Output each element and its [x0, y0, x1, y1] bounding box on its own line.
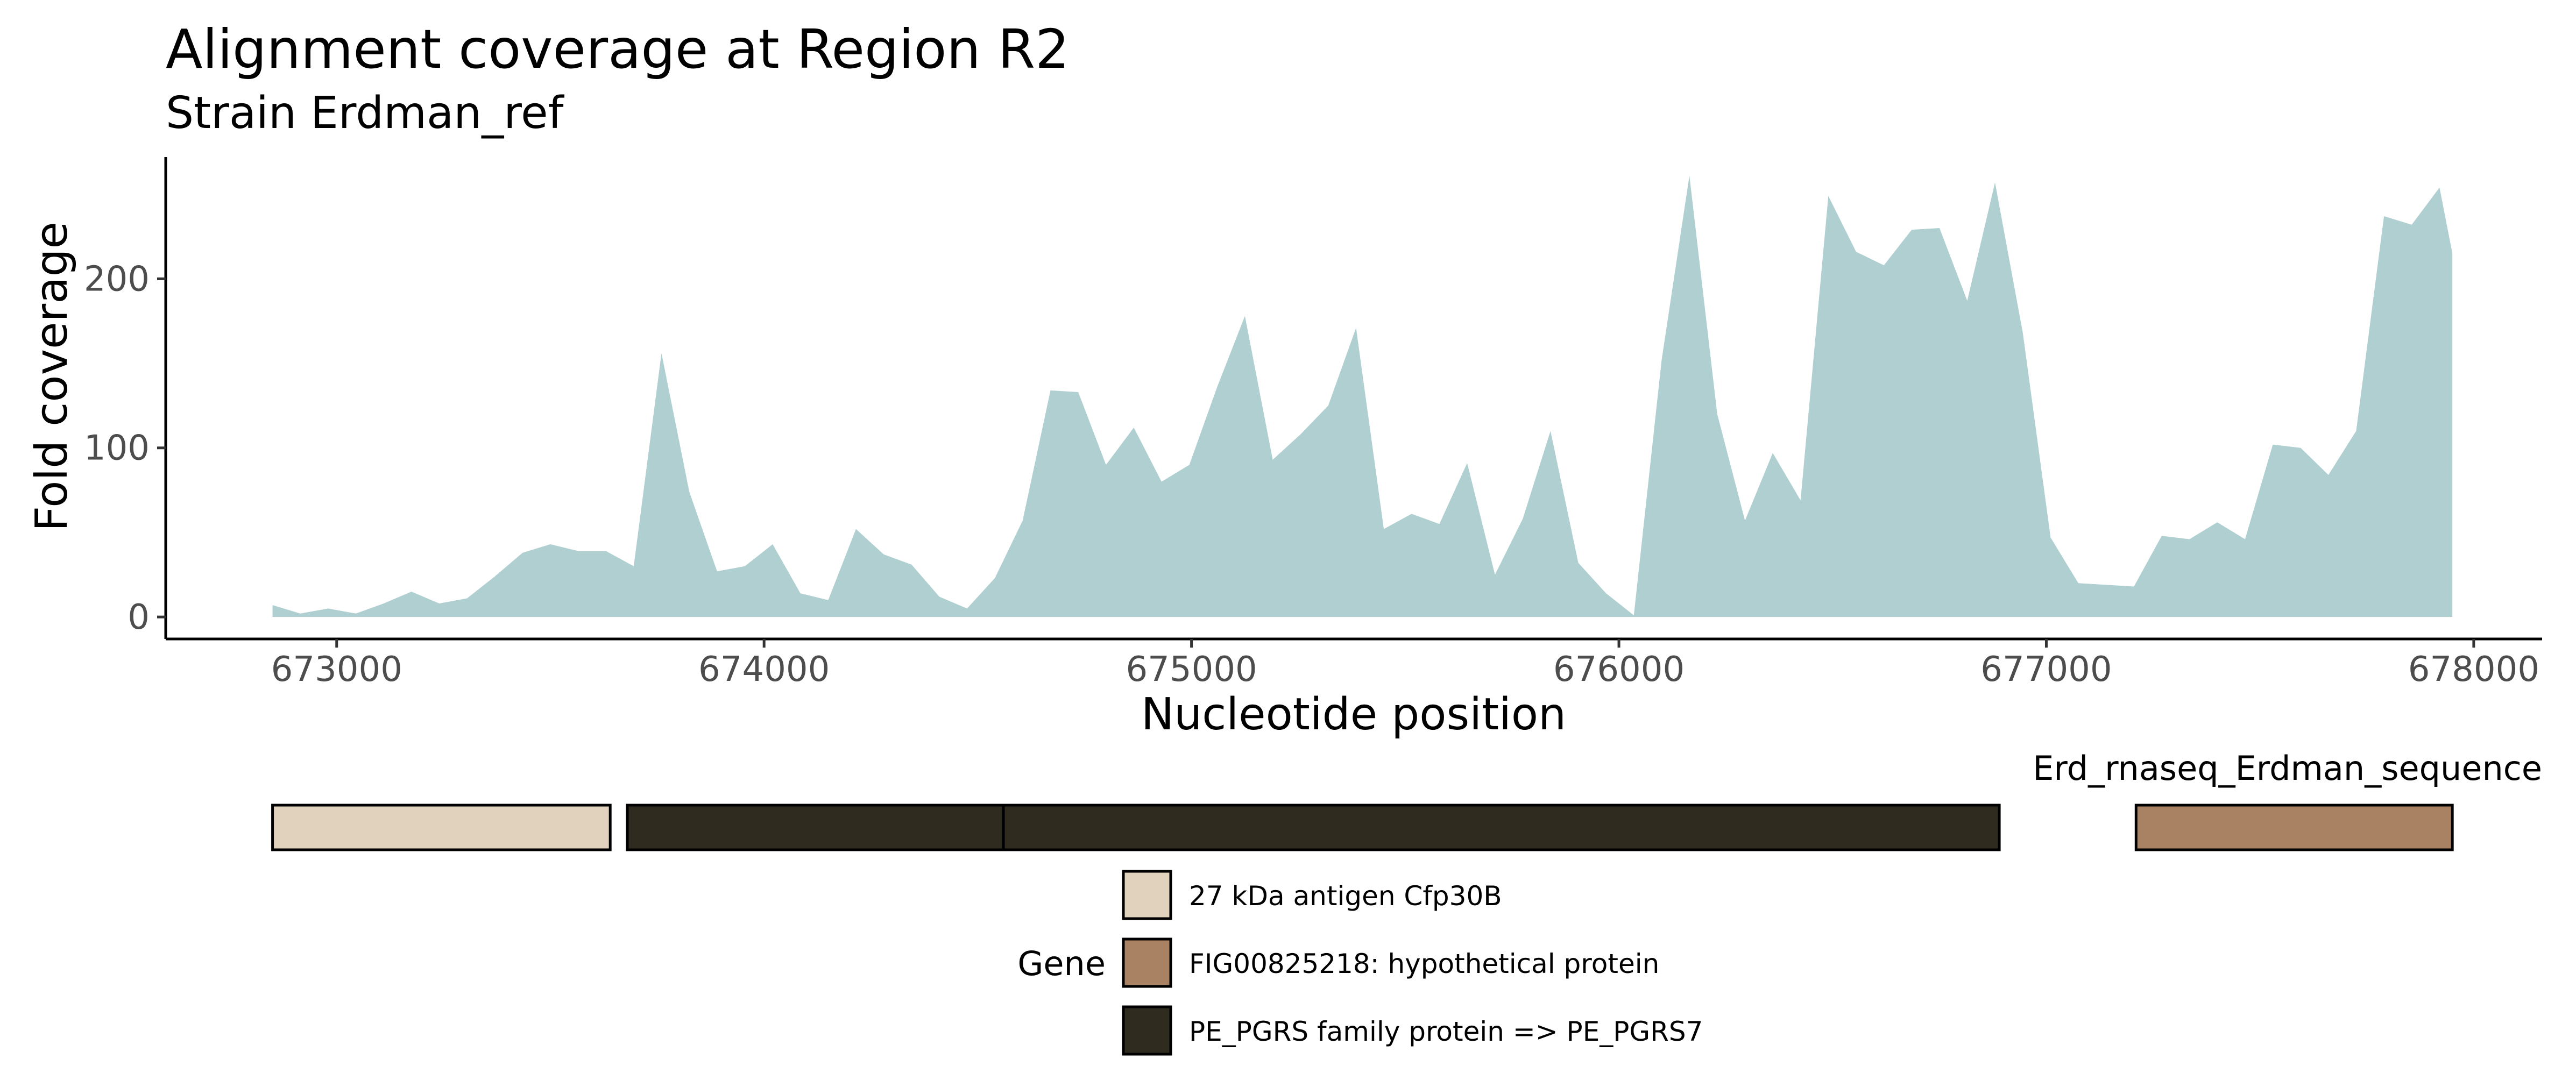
- legend-swatch: [1122, 1005, 1172, 1056]
- x-axis: 673000 674000 675000 676000 677000 678000: [166, 637, 2542, 690]
- legend-item-label: FIG00825218: hypothetical protein: [1189, 948, 1659, 979]
- gene-feature: [626, 804, 1005, 851]
- y-tick-label: 200: [84, 259, 150, 299]
- legend-swatch: [1122, 937, 1172, 988]
- x-tick-label: 676000: [1553, 650, 1685, 690]
- x-tick-label: 677000: [1980, 650, 2112, 690]
- x-tick-label: 673000: [271, 650, 402, 690]
- legend-item-label: 27 kDa antigen Cfp30B: [1189, 880, 1502, 912]
- gene-track: Erd_rnaseq_Erdman_sequence: [271, 749, 2542, 851]
- gene-legend: Gene 27 kDa antigen Cfp30B FIG00825218: h…: [1017, 870, 1703, 1056]
- legend-swatch: [1122, 870, 1172, 920]
- y-tick-label: 0: [128, 598, 150, 637]
- x-tick-label: 674000: [698, 650, 830, 690]
- coverage-area: [272, 175, 2453, 617]
- gene-feature: [1002, 804, 2001, 851]
- gene-track-label: Erd_rnaseq_Erdman_sequence: [2033, 749, 2542, 788]
- chart-subtitle: Strain Erdman_ref: [166, 88, 565, 139]
- x-tick-label: 675000: [1126, 650, 1257, 690]
- gene-feature: [271, 804, 612, 851]
- x-tick-label: 678000: [2408, 650, 2539, 690]
- legend-item-label: PE_PGRS family protein => PE_PGRS7: [1189, 1016, 1703, 1047]
- y-axis-label: Fold coverage: [26, 222, 77, 531]
- y-tick-label: 100: [84, 429, 150, 468]
- x-axis-label: Nucleotide position: [1141, 689, 1566, 740]
- legend-title: Gene: [1017, 944, 1106, 983]
- chart-title: Alignment coverage at Region R2: [166, 18, 1070, 81]
- gene-feature: [2134, 804, 2454, 851]
- y-axis: 0 100 200: [84, 157, 167, 639]
